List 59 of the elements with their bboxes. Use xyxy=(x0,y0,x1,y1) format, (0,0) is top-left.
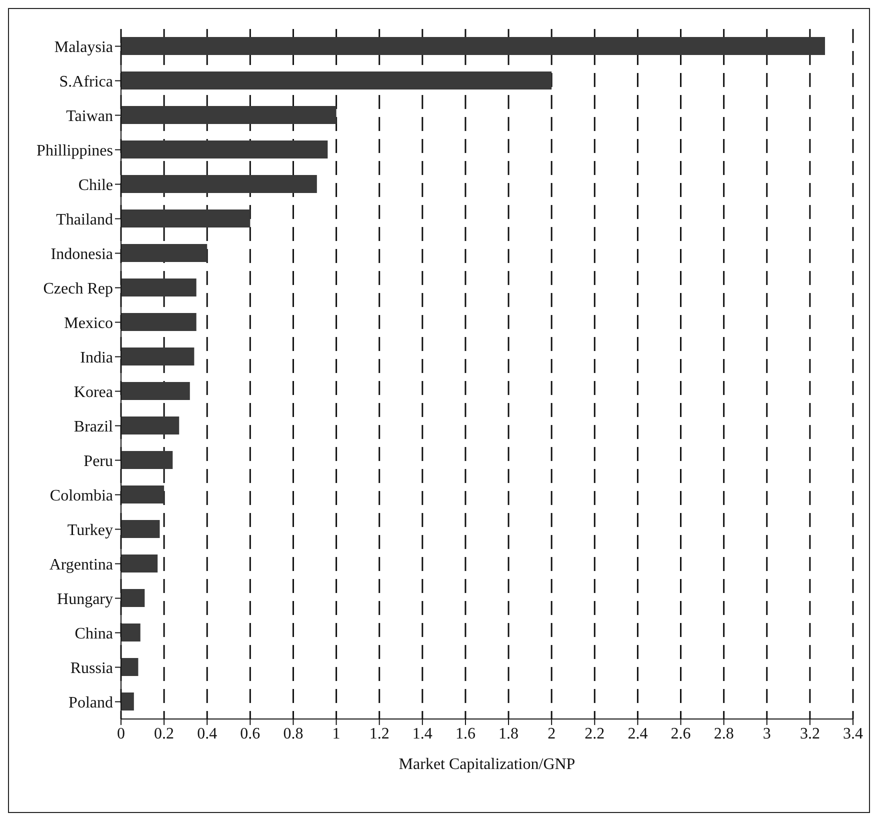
y-tick-label: India xyxy=(80,349,113,366)
x-tick-label: 2.6 xyxy=(670,725,691,742)
y-tick-label: Korea xyxy=(74,384,113,401)
y-tick-label: Malaysia xyxy=(54,38,113,56)
x-tick-label: 2.8 xyxy=(714,725,734,742)
bar xyxy=(121,313,196,331)
x-tick-label: 2 xyxy=(548,725,556,742)
y-tick-label: China xyxy=(74,625,113,642)
bar xyxy=(121,624,140,642)
y-tick-label: S.Africa xyxy=(59,73,113,90)
y-tick-label: Hungary xyxy=(57,590,113,608)
y-tick-label: Czech Rep xyxy=(43,280,113,298)
x-tick-label: 2.4 xyxy=(628,725,648,742)
x-tick-label: 1 xyxy=(332,725,340,742)
bar xyxy=(121,416,180,434)
y-tick-label: Turkey xyxy=(67,522,113,539)
bar xyxy=(121,451,173,469)
x-tick-label: 2.2 xyxy=(584,725,605,742)
bar xyxy=(121,520,160,538)
bar xyxy=(121,554,158,572)
x-tick-label: 1.8 xyxy=(498,725,519,742)
y-tick-label: Peru xyxy=(84,452,113,470)
x-tick-label: 1.6 xyxy=(455,725,476,742)
bar xyxy=(121,589,145,607)
bar xyxy=(121,382,190,400)
bar xyxy=(121,37,826,55)
y-tick-label: Colombia xyxy=(50,487,113,504)
y-tick-label: Thailand xyxy=(56,211,113,228)
y-tick-label: Poland xyxy=(68,694,113,712)
y-tick-label: Taiwan xyxy=(66,108,113,125)
bar xyxy=(121,140,328,158)
y-tick-label: Russia xyxy=(70,660,113,677)
y-tick-label: Indonesia xyxy=(50,246,113,263)
y-tick-label: Phillippines xyxy=(36,142,113,160)
bar xyxy=(121,278,196,296)
x-tick-label: 1.2 xyxy=(369,725,390,742)
y-tick-label: Chile xyxy=(78,176,113,194)
x-tick-label: 3 xyxy=(762,725,771,742)
bar xyxy=(121,210,250,228)
bar xyxy=(121,72,552,90)
y-tick-label: Mexico xyxy=(64,314,113,332)
bar xyxy=(121,106,336,124)
x-tick-label: 1.4 xyxy=(412,725,432,742)
x-tick-label: 0.4 xyxy=(197,725,218,742)
bar xyxy=(121,658,138,676)
y-tick-label: Brazil xyxy=(74,418,114,436)
y-tick-label: Argentina xyxy=(49,556,113,574)
bar xyxy=(121,175,317,193)
x-tick-label: 0 xyxy=(117,725,125,742)
x-tick-label: 3.2 xyxy=(800,725,820,742)
bar xyxy=(121,348,194,366)
x-axis-title: Market Capitalization/GNP xyxy=(398,756,576,773)
bar xyxy=(121,692,134,710)
x-tick-label: 3.4 xyxy=(843,725,863,742)
bar xyxy=(121,486,164,504)
x-tick-label: 0.6 xyxy=(240,725,260,742)
x-tick-label: 0.8 xyxy=(283,725,304,742)
x-tick-label: 0.2 xyxy=(154,725,174,742)
bar xyxy=(121,244,208,262)
